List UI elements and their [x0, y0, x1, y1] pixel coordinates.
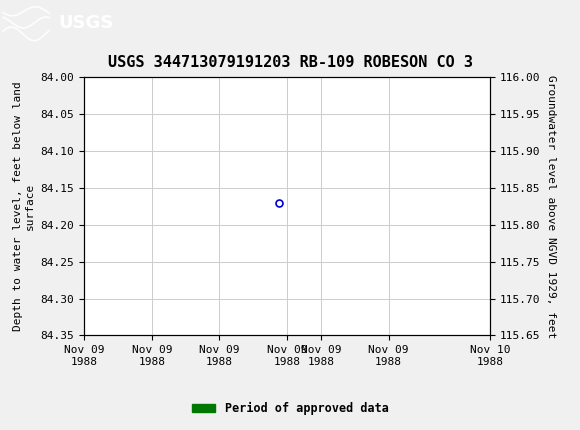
Text: USGS 344713079191203 RB-109 ROBESON CO 3: USGS 344713079191203 RB-109 ROBESON CO 3: [107, 55, 473, 70]
Y-axis label: Groundwater level above NGVD 1929, feet: Groundwater level above NGVD 1929, feet: [546, 75, 556, 338]
Text: USGS: USGS: [58, 14, 113, 31]
Legend: Period of approved data: Period of approved data: [187, 397, 393, 420]
Y-axis label: Depth to water level, feet below land
surface: Depth to water level, feet below land su…: [13, 82, 35, 331]
